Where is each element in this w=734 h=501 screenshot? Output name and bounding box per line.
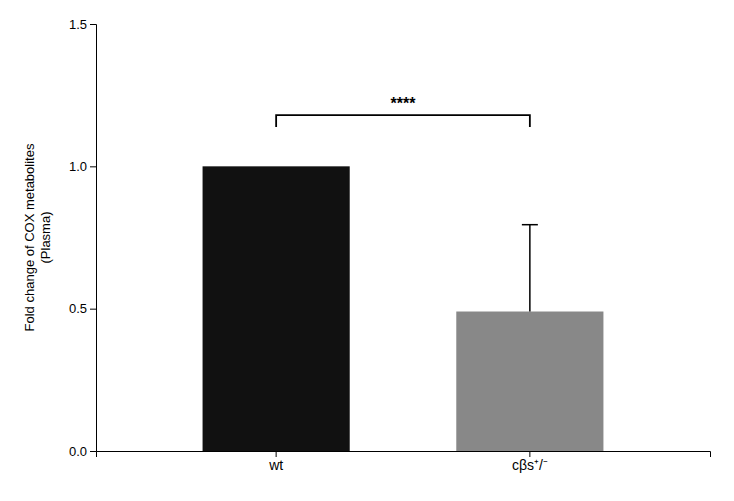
significance-text: **** [391, 95, 417, 112]
x-tick-label: wt [268, 457, 283, 473]
y-tick-label: 1.0 [69, 159, 87, 174]
marks [203, 166, 604, 451]
y-axis-line [90, 25, 97, 452]
x-axis-line [97, 452, 711, 458]
y-tick: 0.0 [69, 444, 96, 459]
y-axis: 0.0 0.5 1.0 1.5 [69, 17, 97, 459]
bracket-line [276, 115, 530, 127]
significance-bracket: **** [276, 95, 530, 127]
error-bar-cap [522, 224, 538, 226]
bar [203, 166, 350, 451]
error-bar-line [529, 225, 531, 312]
error-bar [522, 225, 538, 312]
y-axis-title-line: (Plasma) [38, 211, 53, 263]
y-tick-mark [90, 24, 96, 25]
y-tick-mark [90, 309, 96, 310]
y-tick-mark [90, 166, 96, 167]
y-tick: 1.5 [69, 17, 96, 32]
x-axis: wt cβs⁺/⁻ [97, 451, 711, 473]
y-tick-label: 0.0 [69, 444, 87, 459]
x-tick-label: cβs⁺/⁻ [512, 457, 548, 473]
y-axis-title-line: Fold change of COX metabolites [22, 143, 37, 331]
x-tick: cβs⁺/⁻ [512, 451, 548, 473]
y-tick-mark [90, 451, 96, 452]
y-axis-title: Fold change of COX metabolites(Plasma) [22, 143, 53, 331]
chart-svg: 0.0 0.5 1.0 1.5 wt cβs⁺/⁻ **** Fold change of C… [0, 0, 734, 501]
plot: 0.0 0.5 1.0 1.5 wt cβs⁺/⁻ **** [69, 17, 711, 473]
bar [456, 312, 603, 451]
y-tick: 1.0 [69, 159, 96, 174]
x-tick: wt [268, 451, 283, 473]
y-tick-label: 1.5 [69, 17, 87, 32]
y-tick-label: 0.5 [69, 301, 87, 316]
y-tick: 0.5 [69, 301, 96, 316]
